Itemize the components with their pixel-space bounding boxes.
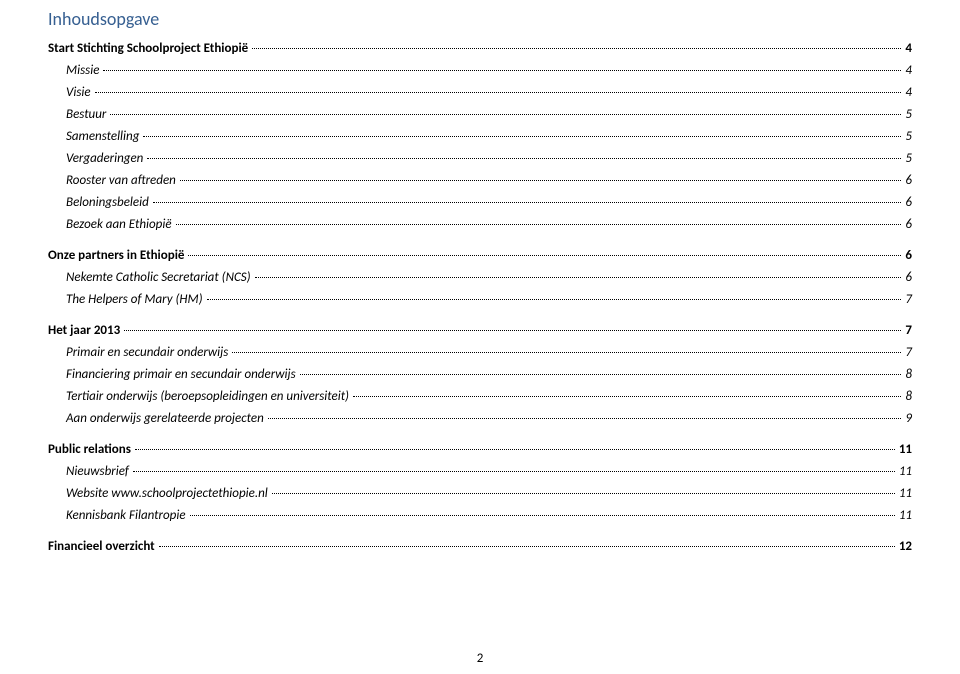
toc-entry: Rooster van aftreden 6	[66, 174, 912, 187]
toc-entry-page: 5	[905, 108, 912, 121]
toc-entry: Public relations 11	[48, 443, 912, 456]
toc-entry-page: 6	[905, 218, 912, 231]
document-page: Inhoudsopgave Start Stichting Schoolproj…	[0, 0, 960, 674]
toc-entry-label: Bestuur	[66, 108, 106, 121]
toc-leader	[190, 514, 895, 516]
toc-leader	[207, 298, 902, 300]
toc-entry: Aan onderwijs gerelateerde projecten 9	[66, 412, 912, 425]
toc-entry: Financiering primair en secundair onderw…	[66, 368, 912, 381]
page-number: 2	[0, 651, 960, 666]
table-of-contents: Start Stichting Schoolproject Ethiopië4M…	[48, 42, 912, 553]
toc-entry: Kennisbank Filantropie 11	[66, 509, 912, 522]
toc-leader	[143, 135, 901, 137]
toc-entry: Samenstelling 5	[66, 130, 912, 143]
toc-entry-label: The Helpers of Mary (HM)	[66, 293, 203, 306]
toc-entry-page: 11	[899, 465, 912, 478]
toc-leader	[103, 69, 901, 71]
toc-entry: Onze partners in Ethiopië 6	[48, 249, 912, 262]
toc-entry-label: Samenstelling	[66, 130, 139, 143]
toc-entry-label: Rooster van aftreden	[66, 174, 176, 187]
toc-entry-label: Vergaderingen	[66, 152, 143, 165]
toc-leader	[268, 417, 902, 419]
toc-leader	[135, 448, 895, 450]
toc-leader	[153, 201, 902, 203]
toc-entry-page: 4	[905, 64, 912, 77]
toc-leader	[188, 254, 901, 256]
toc-entry: Financieel overzicht 12	[48, 540, 912, 553]
toc-leader	[255, 276, 902, 278]
toc-entry-label: Website www.schoolprojectethiopie.nl	[66, 487, 268, 500]
toc-entry-label: Nieuwsbrief	[66, 465, 129, 478]
toc-entry: Nekemte Catholic Secretariat (NCS) 6	[66, 271, 912, 284]
toc-leader	[159, 545, 895, 547]
toc-entry-label: Aan onderwijs gerelateerde projecten	[66, 412, 264, 425]
toc-entry-page: 7	[905, 324, 912, 337]
toc-leader	[110, 113, 901, 115]
toc-entry-page: 6	[905, 271, 912, 284]
toc-entry-page: 7	[905, 346, 912, 359]
toc-entry: Bestuur 5	[66, 108, 912, 121]
toc-entry: Missie 4	[66, 64, 912, 77]
toc-entry-page: 6	[905, 174, 912, 187]
toc-entry-label: Public relations	[48, 443, 131, 456]
toc-entry: Website www.schoolprojectethiopie.nl 11	[66, 487, 912, 500]
toc-leader	[133, 470, 895, 472]
toc-entry: Tertiair onderwijs (beroepsopleidingen e…	[66, 390, 912, 403]
toc-entry-page: 8	[905, 390, 912, 403]
toc-entry-page: 6	[905, 249, 912, 262]
toc-entry: Start Stichting Schoolproject Ethiopië 4	[48, 42, 912, 55]
toc-leader	[147, 157, 901, 159]
toc-entry-label: Start Stichting Schoolproject Ethiopië	[48, 42, 248, 55]
toc-leader	[353, 395, 901, 397]
toc-entry-page: 11	[899, 509, 912, 522]
toc-leader	[180, 179, 902, 181]
toc-entry-page: 5	[905, 130, 912, 143]
toc-entry-label: Het jaar 2013	[48, 324, 120, 337]
toc-entry: The Helpers of Mary (HM) 7	[66, 293, 912, 306]
page-title: Inhoudsopgave	[48, 8, 912, 30]
toc-entry-page: 12	[899, 540, 912, 553]
toc-entry: Nieuwsbrief 11	[66, 465, 912, 478]
toc-leader	[300, 373, 902, 375]
toc-entry-label: Kennisbank Filantropie	[66, 509, 186, 522]
toc-entry-page: 11	[899, 487, 912, 500]
toc-entry-label: Financieel overzicht	[48, 540, 155, 553]
toc-entry-page: 8	[905, 368, 912, 381]
toc-entry-page: 9	[905, 412, 912, 425]
toc-entry-label: Visie	[66, 86, 91, 99]
toc-entry-label: Nekemte Catholic Secretariat (NCS)	[66, 271, 251, 284]
toc-entry-page: 5	[905, 152, 912, 165]
toc-entry-page: 11	[899, 443, 912, 456]
toc-entry-label: Onze partners in Ethiopië	[48, 249, 184, 262]
toc-entry-label: Primair en secundair onderwijs	[66, 346, 228, 359]
toc-entry-page: 4	[905, 86, 912, 99]
toc-leader	[124, 329, 901, 331]
toc-entry-page: 4	[905, 42, 912, 55]
toc-entry-label: Tertiair onderwijs (beroepsopleidingen e…	[66, 390, 349, 403]
toc-leader	[232, 351, 901, 353]
toc-entry-label: Financiering primair en secundair onderw…	[66, 368, 296, 381]
toc-entry-page: 6	[905, 196, 912, 209]
toc-leader	[95, 91, 902, 93]
toc-entry-page: 7	[905, 293, 912, 306]
toc-entry: Primair en secundair onderwijs 7	[66, 346, 912, 359]
toc-entry: Visie 4	[66, 86, 912, 99]
toc-leader	[176, 223, 902, 225]
toc-entry-label: Missie	[66, 64, 99, 77]
toc-entry: Bezoek aan Ethiopië 6	[66, 218, 912, 231]
toc-entry: Vergaderingen 5	[66, 152, 912, 165]
toc-entry: Beloningsbeleid 6	[66, 196, 912, 209]
toc-leader	[252, 47, 901, 49]
toc-entry-label: Bezoek aan Ethiopië	[66, 218, 172, 231]
toc-entry: Het jaar 2013 7	[48, 324, 912, 337]
toc-entry-label: Beloningsbeleid	[66, 196, 149, 209]
toc-leader	[272, 492, 895, 494]
